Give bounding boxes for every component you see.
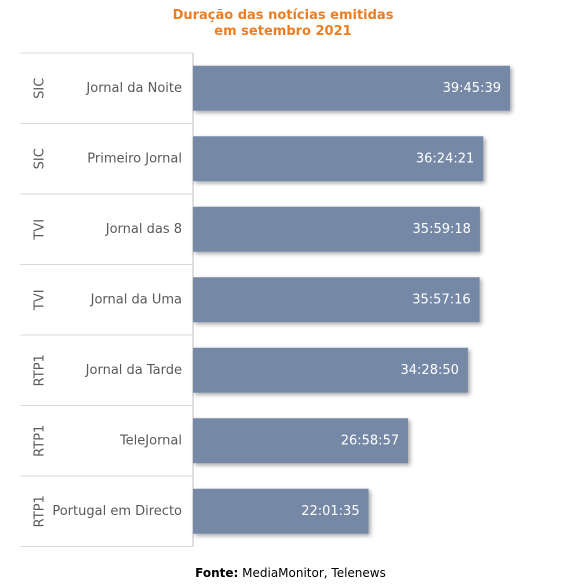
bar-value-label: 34:28:50 [401, 363, 459, 378]
channel-label: RTP1 [33, 354, 48, 386]
source-label: Fonte: [195, 566, 239, 580]
bar-value-label: 26:58:57 [341, 433, 399, 448]
bar [193, 347, 468, 393]
chart-title: Duração das notícias emitidas em setembr… [0, 8, 566, 40]
program-label: Jornal da Noite [85, 81, 182, 96]
bar-value-label: 39:45:39 [443, 81, 501, 96]
channel-label: SIC [33, 148, 48, 169]
program-label: Portugal em Directo [52, 504, 182, 519]
bar [193, 65, 510, 111]
program-label: Jornal das 8 [105, 222, 182, 237]
bar-chart: SIC Jornal da Noite SIC Primeiro Jornal TVI J… [20, 52, 510, 547]
category-labels: SIC Jornal da Noite SIC Primeiro Jornal TVI J… [33, 78, 183, 528]
source-note: Fonte: MediaMonitor, Telenews [0, 566, 581, 580]
chart-title-line-2: em setembro 2021 [214, 24, 352, 39]
channel-label: RTP1 [33, 425, 48, 457]
bar-value-label: 35:59:18 [413, 222, 471, 237]
bars: 39:45:39 36:24:21 35:59:18 35:57:16 34:28:50… [193, 65, 510, 534]
bar-value-label: 35:57:16 [412, 292, 470, 307]
program-label: Jornal da Tarde [85, 363, 182, 378]
bar [193, 206, 480, 252]
bar-value-label: 36:24:21 [416, 151, 474, 166]
channel-label: RTP1 [33, 495, 48, 527]
source-text: MediaMonitor, Telenews [238, 566, 386, 580]
channel-label: SIC [33, 78, 48, 99]
chart-title-line-1: Duração das notícias emitidas [172, 8, 394, 23]
program-label: Primeiro Jornal [87, 151, 182, 166]
program-label: TeleJornal [119, 433, 182, 448]
channel-label: TVI [33, 219, 48, 241]
bar-value-label: 22:01:35 [301, 504, 359, 519]
program-label: Jornal da Uma [90, 292, 182, 307]
bar [193, 277, 480, 323]
bar [193, 418, 409, 464]
bar [193, 488, 369, 534]
channel-label: TVI [33, 289, 48, 311]
bar [193, 136, 484, 182]
